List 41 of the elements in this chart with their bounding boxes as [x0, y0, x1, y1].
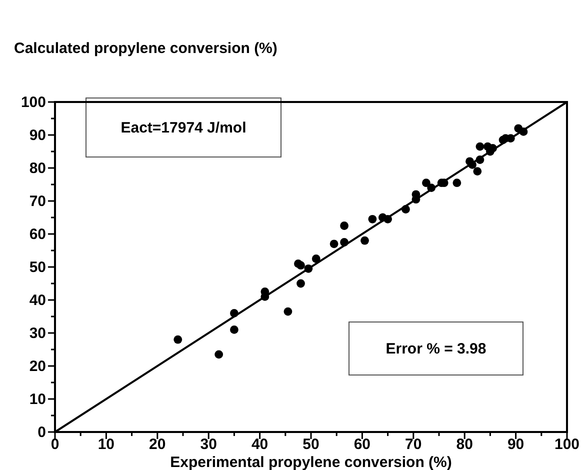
- point: [296, 279, 305, 288]
- y-axis-title: Calculated propylene conversion (%): [14, 40, 278, 57]
- point: [284, 307, 292, 316]
- x-tick-label: 30: [200, 436, 217, 453]
- point: [174, 335, 182, 344]
- point: [452, 178, 462, 188]
- point: [214, 350, 224, 359]
- y-tick-label: 70: [29, 193, 46, 210]
- y-tick-label: 50: [29, 259, 46, 276]
- y-tick-label: 10: [29, 391, 46, 408]
- x-tick-label: 100: [554, 436, 580, 453]
- x-tick-label: 10: [98, 436, 115, 453]
- x-tick-label: 90: [507, 436, 524, 453]
- point: [296, 261, 305, 270]
- y-tick-label: 60: [29, 226, 46, 243]
- annotation: Eact=17974 J/mol: [120, 120, 246, 136]
- y-tick-label: 30: [29, 325, 46, 342]
- x-tick-label: 50: [302, 436, 320, 453]
- y-tick-label: 20: [29, 358, 46, 375]
- point: [368, 214, 377, 224]
- point: [473, 167, 482, 176]
- y-tick-label: 0: [38, 424, 46, 441]
- x-tick-label: 40: [251, 436, 268, 453]
- x-tick-label: 0: [50, 436, 60, 453]
- x-tick-label: 70: [405, 436, 422, 453]
- y-tick-label: 40: [29, 292, 46, 309]
- point: [360, 236, 369, 245]
- y-tick-label: 100: [20, 94, 46, 111]
- point: [312, 254, 320, 263]
- point: [330, 240, 338, 248]
- point: [422, 178, 430, 188]
- x-tick-label: 80: [456, 436, 473, 453]
- y-tick-label: 80: [29, 160, 46, 177]
- x-axis-title: Experimental propylene conversion (%): [170, 454, 452, 470]
- x-tick-label: 20: [149, 436, 166, 453]
- point: [230, 326, 238, 334]
- x-tick-label: 60: [354, 436, 371, 453]
- y-tick-label: 90: [29, 127, 46, 144]
- annotation: Error % = 3.98: [386, 340, 486, 358]
- point: [340, 222, 348, 230]
- point: [476, 142, 484, 151]
